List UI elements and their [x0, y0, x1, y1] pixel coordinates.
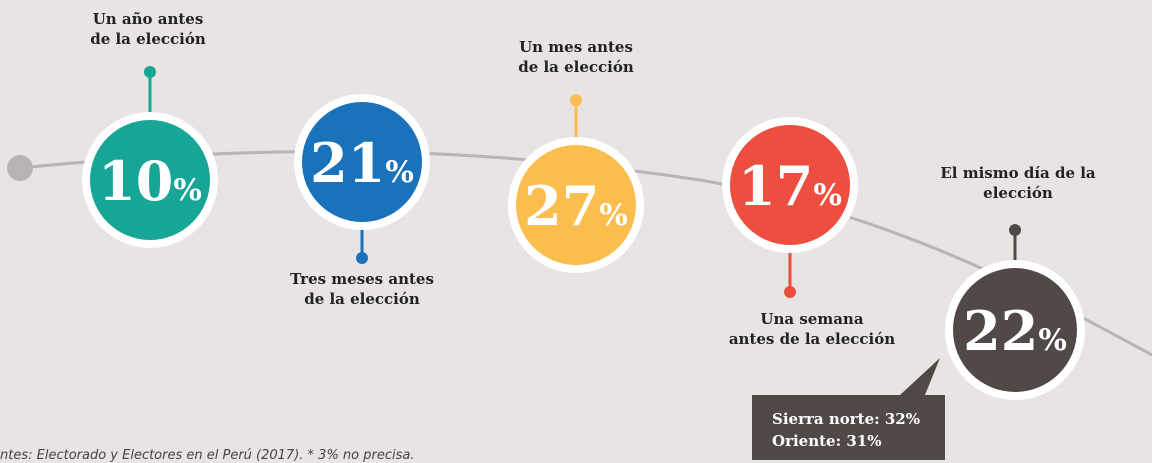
unit: % — [173, 173, 202, 208]
label-line: Tres meses antes — [290, 270, 434, 288]
stem-dot — [1009, 224, 1021, 236]
value: 10 — [98, 149, 173, 213]
stem-dot — [356, 252, 368, 264]
unit: % — [813, 178, 842, 213]
timeline-start — [7, 155, 33, 181]
stem-dot — [784, 286, 796, 298]
callout-box — [752, 358, 945, 460]
label-line: de la elección — [304, 290, 420, 308]
step-circle — [730, 125, 850, 245]
stem-dot — [144, 66, 156, 78]
step-value: 22% — [963, 299, 1067, 363]
step-label: Tres meses antes de la elección — [290, 270, 434, 308]
step-value: 17% — [738, 154, 842, 218]
step-value: 27% — [524, 174, 628, 238]
step-value: 21% — [310, 131, 414, 195]
unit: % — [599, 198, 628, 233]
label-line: El mismo día de la — [940, 164, 1096, 182]
callout-line: Oriente: 31% — [772, 432, 881, 450]
label-line: Un mes antes — [519, 38, 633, 56]
step-circle — [516, 145, 636, 265]
label-line: Un año antes — [93, 10, 204, 28]
step-label: El mismo día de la elección — [940, 164, 1096, 202]
unit: % — [1038, 323, 1067, 358]
label-line: elección — [983, 184, 1053, 202]
step-circle — [302, 102, 422, 222]
step-circle — [90, 120, 210, 240]
label-line: Una semana — [760, 310, 863, 328]
step-circle — [953, 268, 1077, 392]
step-label: Un mes antes de la elección — [518, 38, 634, 76]
step-label: Un año antes de la elección — [90, 10, 206, 48]
step-label: Una semana antes de la elección — [729, 310, 895, 348]
callout-line: Sierra norte: 32% — [772, 410, 920, 428]
unit: % — [385, 155, 414, 190]
value: 27 — [524, 174, 599, 238]
value: 21 — [310, 131, 385, 195]
label-line: antes de la elección — [729, 330, 895, 348]
stem-dot — [570, 94, 582, 106]
label-line: de la elección — [90, 30, 206, 48]
value: 22 — [963, 299, 1038, 363]
step-value: 10% — [98, 149, 202, 213]
source: ntes: Electorado y Electores en el Perú … — [0, 448, 414, 463]
value: 17 — [738, 154, 813, 218]
label-line: de la elección — [518, 58, 634, 76]
